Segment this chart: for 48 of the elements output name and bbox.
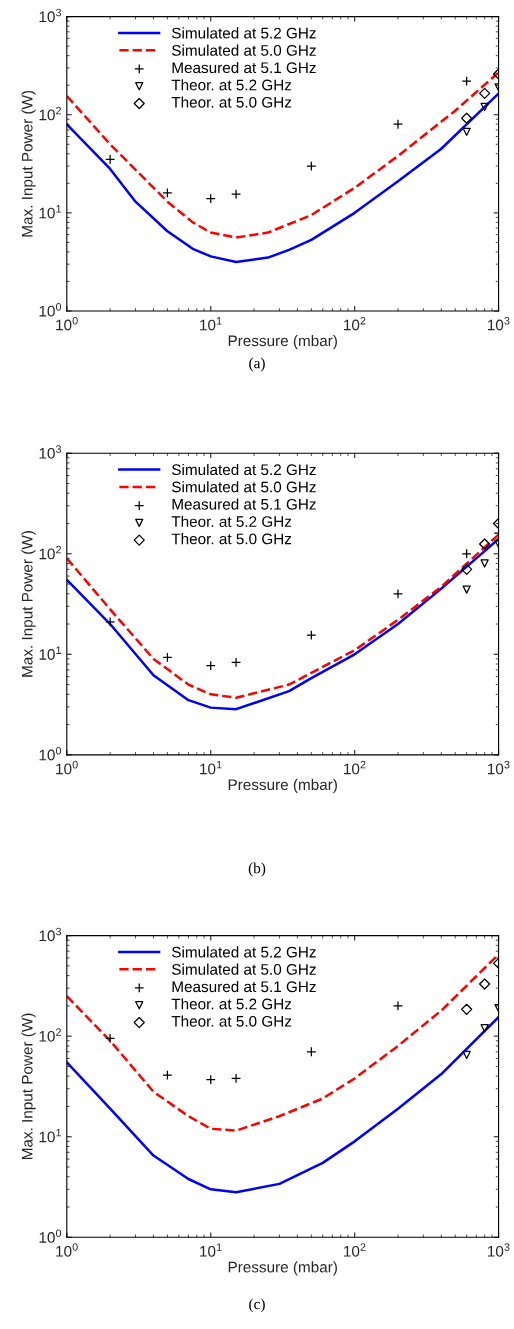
y-tick-label: 10$^{0}$ bbox=[39, 1229, 62, 1243]
x-tick-label: 10$^{1}$ bbox=[200, 1243, 222, 1257]
x-tick-label: 10$^{2}$ bbox=[344, 760, 366, 775]
y-tick-label: 10$^{1}$ bbox=[39, 205, 61, 219]
text: (a) bbox=[249, 357, 265, 372]
y-tick-label: 10$^{0}$ bbox=[39, 303, 62, 317]
y-tick-label: 10$^{2}$ bbox=[39, 1028, 61, 1042]
legend-label: Theor. at 5.2 GHz bbox=[171, 515, 292, 527]
legend-label: Measured at 5.1 GHz bbox=[172, 61, 316, 74]
legend-label: Simulated at 5.2 GHz bbox=[172, 463, 316, 476]
legend-label: Simulated at 5.0 GHz bbox=[172, 481, 316, 493]
x-tick-label: 10$^{0}$ bbox=[56, 760, 78, 775]
legend-label: Theor. at 5.0 GHz bbox=[171, 533, 292, 545]
legend-label: Theor. at 5.2 GHz bbox=[171, 998, 292, 1010]
legend-label: Measured at 5.1 GHz bbox=[172, 980, 316, 993]
text: (c) bbox=[249, 1298, 265, 1313]
y-axis-title: Max. Input Power (W) bbox=[21, 90, 36, 237]
legend-label: Simulated at 5.2 GHz bbox=[172, 946, 316, 958]
y-axis-title: Max. Input Power (W) bbox=[21, 1013, 36, 1160]
x-axis-title: Pressure (mbar) bbox=[228, 778, 337, 794]
y-tick-label: 10$^{1}$ bbox=[39, 1128, 61, 1143]
y-tick-label: 10$^{2}$ bbox=[39, 106, 61, 121]
x-tick-label: 10$^{3}$ bbox=[487, 316, 510, 331]
y-tick-label: 10$^{2}$ bbox=[39, 545, 61, 560]
x-tick-label: 10$^{0}$ bbox=[56, 316, 78, 331]
x-tick-label: 10$^{2}$ bbox=[344, 1243, 366, 1257]
legend-label: Theor. at 5.2 GHz bbox=[171, 79, 292, 91]
x-tick-label: 10$^{2}$ bbox=[344, 316, 366, 331]
y-axis-title: Max. Input Power (W) bbox=[21, 531, 36, 677]
legend-label: Simulated at 5.2 GHz bbox=[172, 27, 316, 39]
x-tick-label: 10$^{1}$ bbox=[200, 760, 222, 775]
legend-label: Simulated at 5.0 GHz bbox=[172, 963, 316, 975]
x-tick-label: 10$^{0}$ bbox=[56, 1243, 78, 1257]
legend-label: Measured at 5.1 GHz bbox=[172, 498, 316, 510]
y-tick-label: 10$^{0}$ bbox=[39, 746, 62, 761]
x-axis-title: Pressure (mbar) bbox=[228, 334, 337, 350]
legend-label: Theor. at 5.0 GHz bbox=[171, 96, 292, 108]
x-tick-label: 10$^{3}$ bbox=[487, 760, 510, 775]
legend-label: Simulated at 5.0 GHz bbox=[172, 44, 316, 56]
y-tick-label: 10$^{3}$ bbox=[39, 8, 62, 23]
text: (b) bbox=[248, 862, 266, 877]
x-tick-label: 10$^{1}$ bbox=[200, 317, 222, 331]
y-tick-label: 10$^{3}$ bbox=[39, 927, 62, 942]
x-axis-title: Pressure (mbar) bbox=[228, 1261, 337, 1276]
legend-label: Theor. at 5.0 GHz bbox=[171, 1015, 292, 1027]
y-tick-label: 10$^{1}$ bbox=[39, 646, 61, 660]
y-tick-label: 10$^{3}$ bbox=[39, 445, 62, 459]
x-tick-label: 10$^{3}$ bbox=[487, 1243, 510, 1257]
